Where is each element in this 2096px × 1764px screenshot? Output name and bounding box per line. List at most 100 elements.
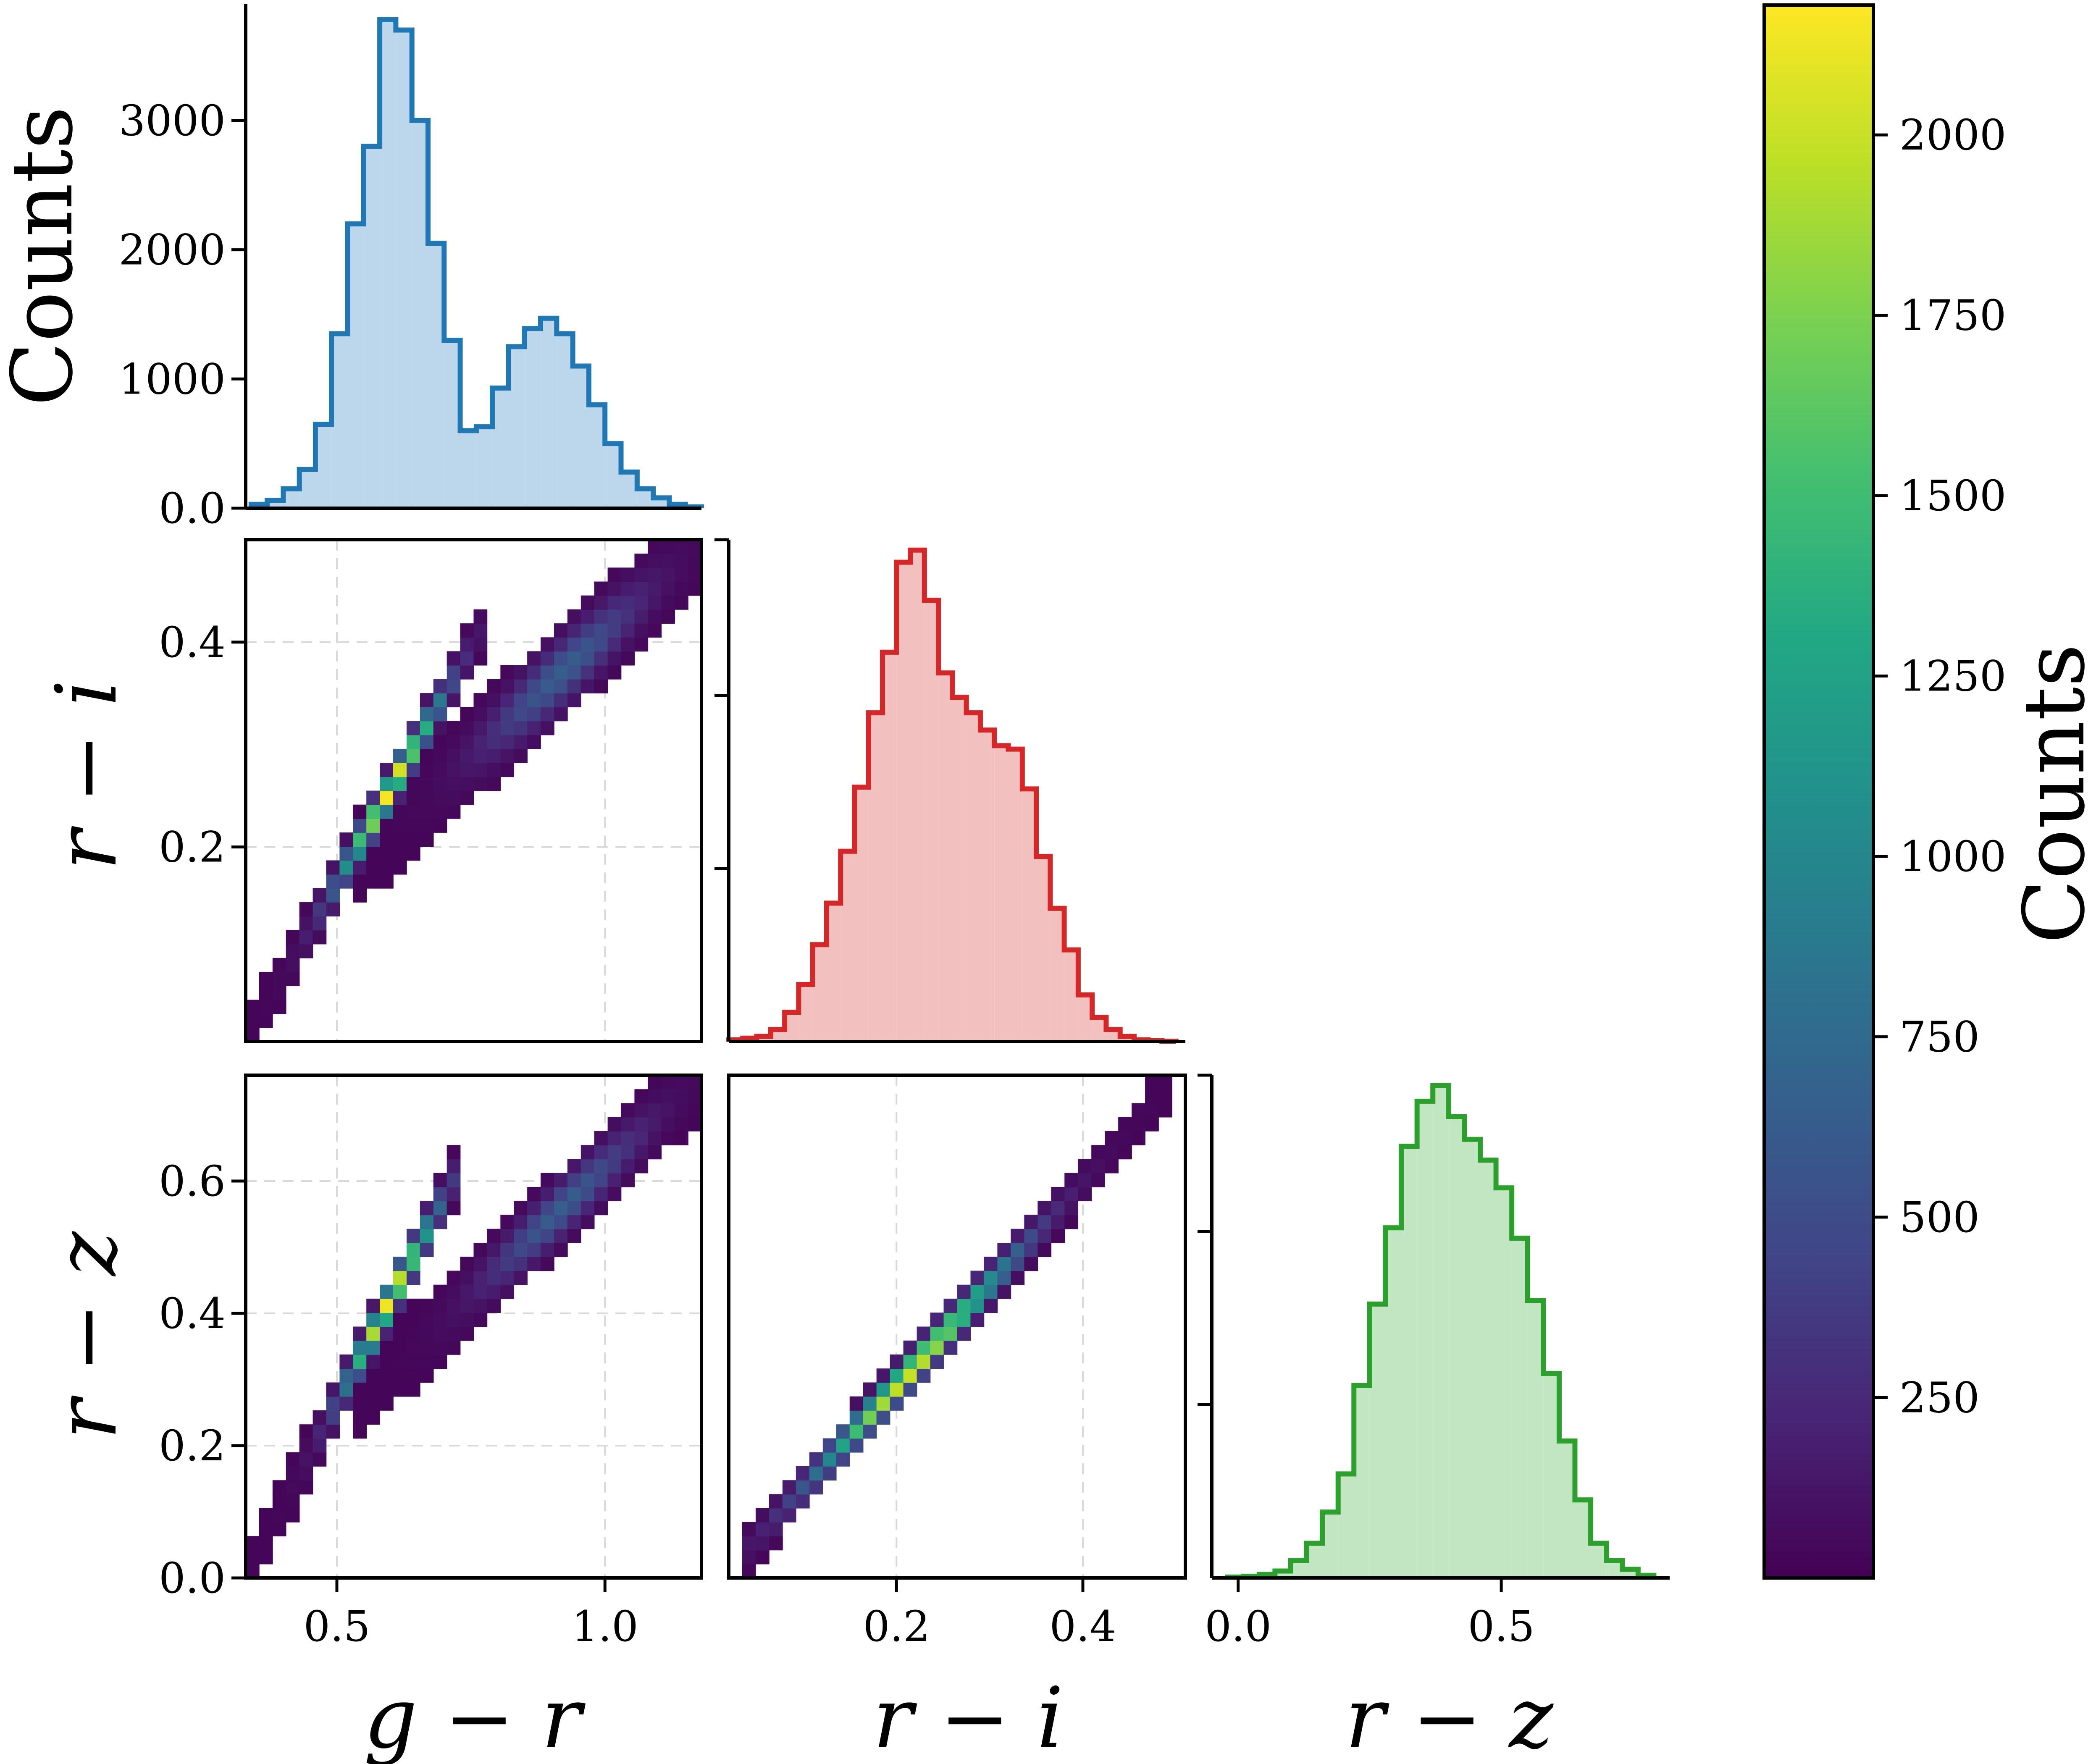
heatmap-cell — [473, 1243, 488, 1257]
heatmap-cell — [607, 623, 622, 638]
heatmap-cell — [447, 1340, 461, 1355]
heatmap-cell — [433, 818, 447, 833]
heatmap-cell — [380, 790, 394, 805]
heatmap-cell — [460, 1257, 474, 1271]
heatmap-cell — [487, 763, 501, 777]
heatmap-cell — [487, 721, 501, 735]
heatmap-cell — [500, 1257, 515, 1271]
rz-x-axis-label: r − z — [1345, 1670, 1554, 1764]
heatmap-cell — [541, 707, 554, 722]
hist-bar — [1496, 1188, 1512, 1578]
heatmap-cell — [890, 1368, 904, 1383]
heatmap-cell — [903, 1354, 917, 1369]
heatmap-cell — [259, 1522, 273, 1537]
heatmap-cell — [272, 972, 286, 987]
heatmap-cell — [567, 609, 581, 624]
heatmap-cell — [447, 790, 461, 805]
heatmap-cell — [500, 748, 515, 763]
heatmap-cell — [836, 1438, 850, 1453]
heatmap-cell — [393, 1382, 407, 1397]
heatmap-cell — [393, 818, 407, 833]
heatmap-cell — [621, 1131, 635, 1146]
hist-bar — [1512, 1238, 1528, 1578]
heatmap-cell — [554, 651, 568, 666]
heatmap-cell — [460, 665, 474, 680]
heatmap-cell — [406, 1368, 420, 1383]
heatmap-cell — [917, 1368, 931, 1383]
heatmap-cell — [957, 1284, 971, 1299]
heatmap-cell — [675, 595, 688, 610]
heatmap-cell — [433, 735, 447, 749]
heatmap-cell — [621, 1145, 635, 1160]
colorbar-tick-label: 1250 — [1899, 652, 2007, 701]
heatmap-cell — [339, 1396, 354, 1411]
heatmap-cell — [433, 1326, 447, 1341]
heatmap-cell — [1091, 1145, 1105, 1160]
heatmap-cell — [541, 651, 554, 666]
ri-x-axis-label: r − i — [873, 1670, 1064, 1764]
heatmap-cell — [487, 1257, 501, 1271]
y-tick-label: 0.4 — [159, 618, 226, 667]
heatmap-cell — [580, 595, 595, 610]
x-tick-label: 0.4 — [1049, 1602, 1116, 1651]
heatmap-cell — [849, 1396, 864, 1411]
heatmap-cell — [420, 832, 434, 847]
heatmap-cell — [433, 721, 447, 735]
hist-bar — [1008, 749, 1022, 1042]
heatmap-cell — [1024, 1215, 1038, 1229]
heatmap-cell — [527, 679, 541, 693]
heatmap-cell — [259, 1508, 273, 1522]
heatmap-cell — [353, 1382, 367, 1397]
hist-bar — [508, 346, 525, 508]
heatmap-cell — [541, 1173, 554, 1187]
heatmap-cell — [406, 748, 420, 763]
heatmap-cell — [380, 763, 394, 777]
heatmap-cell — [500, 1228, 515, 1243]
heatmap-cell — [500, 735, 515, 749]
heatmap-cell — [876, 1368, 890, 1383]
heatmap-cell — [527, 1257, 541, 1271]
heatmap-cell — [380, 1299, 394, 1313]
heatmap-cell — [447, 721, 461, 735]
heatmap-cell — [1024, 1228, 1038, 1243]
heatmap-cell — [460, 748, 474, 763]
heatmap-cell — [554, 1243, 568, 1257]
heatmap-cell — [500, 1215, 515, 1229]
heatmap-cell — [500, 665, 515, 680]
heatmap-cell — [876, 1410, 890, 1425]
y-tick-label: 3000 — [119, 96, 226, 145]
heatmap-cell — [554, 679, 568, 693]
heatmap-cell — [661, 1075, 675, 1090]
hist-bar — [524, 328, 541, 508]
heatmap-cell — [580, 623, 595, 638]
heatmap-cell — [634, 595, 649, 610]
heatmap-cell — [286, 930, 300, 945]
heatmap-cell — [447, 679, 461, 693]
heatmap-cell — [541, 1215, 554, 1229]
colorbar-tick-label: 1750 — [1899, 291, 2007, 340]
heatmap-cell — [943, 1326, 958, 1341]
heatmap-cell — [1051, 1201, 1065, 1215]
heatmap-cell — [420, 1201, 434, 1215]
heatmap-cell — [849, 1424, 864, 1439]
heatmap-cell — [514, 735, 528, 749]
heatmap-cell — [272, 1480, 286, 1495]
heatmap-cell — [554, 1187, 568, 1202]
heatmap-cell — [406, 1326, 420, 1341]
heatmap-cell — [272, 1508, 286, 1522]
heatmap-cell — [420, 1215, 434, 1229]
heatmap-cell — [1051, 1215, 1065, 1229]
heatmap-cell — [393, 790, 407, 805]
heatmap-cell — [527, 1201, 541, 1215]
heatmap-cell — [514, 693, 528, 708]
heatmap-cell — [1037, 1201, 1052, 1215]
hist-bar — [621, 472, 637, 508]
heatmap-cell — [366, 832, 380, 847]
ri-y-axis-label: r − i — [38, 680, 136, 870]
heatmap-cell — [970, 1299, 985, 1313]
heatmap-cell — [299, 944, 313, 958]
heatmap-cell — [366, 804, 380, 819]
heatmap-cell — [393, 777, 407, 791]
panel-frame — [727, 1074, 1187, 1580]
heatmap-cell — [930, 1340, 944, 1355]
